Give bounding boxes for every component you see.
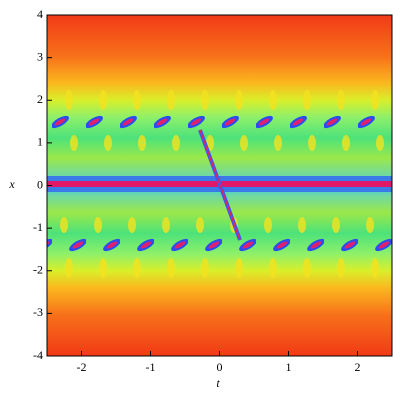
y-tick-label: 0	[37, 177, 43, 191]
y-tick-label: 2	[37, 92, 43, 106]
y-tick-label: -3	[33, 305, 43, 319]
x-tick-label: -2	[77, 360, 87, 374]
y-tick-label: -1	[33, 220, 43, 234]
x-tick-label: 0	[217, 360, 223, 374]
y-axis-label: x	[8, 177, 15, 191]
density-field	[47, 15, 392, 356]
y-tick-label: -2	[33, 263, 43, 277]
x-axis-label: t	[216, 376, 220, 390]
x-tick-label: 2	[355, 360, 361, 374]
x-tick-label: 1	[286, 360, 292, 374]
y-tick-label: 1	[37, 135, 43, 149]
x-tick-label: -1	[146, 360, 156, 374]
y-tick-label: 4	[37, 7, 43, 21]
y-tick-label: -4	[33, 348, 43, 362]
y-tick-label: 3	[37, 49, 43, 63]
